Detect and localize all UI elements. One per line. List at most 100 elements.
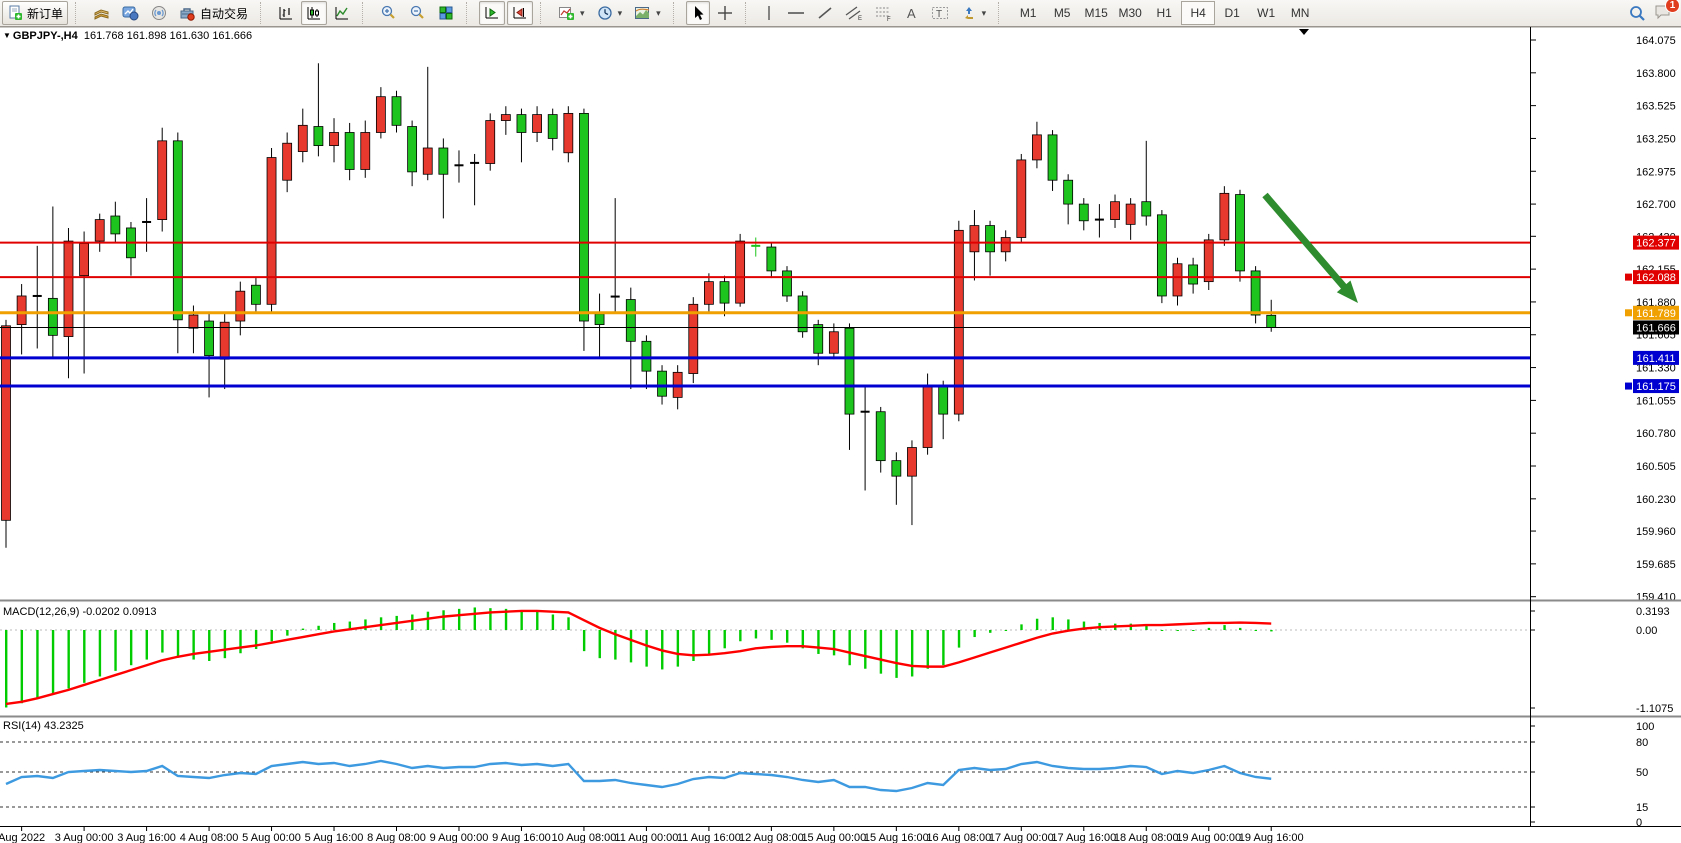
candlestick-chart-icon [307, 7, 321, 20]
rsi-axis-label: 0 [1636, 817, 1642, 829]
zoom-in-button[interactable] [375, 1, 402, 25]
candle-body [875, 411, 886, 462]
price-axis-label: 159.960 [1636, 526, 1676, 538]
timeframe-m5[interactable]: M5 [1053, 6, 1071, 20]
auto-trading-button[interactable]: 自动交易 [174, 1, 253, 25]
templates-button[interactable]: ▾ [629, 1, 666, 25]
cursor-button[interactable] [685, 1, 710, 25]
time-axis-label: 9 Aug 16:00 [492, 832, 551, 843]
macd-bar [270, 630, 273, 642]
chat-button[interactable]: 1 [1654, 0, 1680, 23]
auto-scroll-icon [485, 7, 499, 19]
candle-body [94, 219, 105, 242]
candle-body [1172, 263, 1183, 297]
timeframe-w1[interactable]: W1 [1257, 6, 1276, 20]
svg-text:A: A [907, 6, 916, 21]
svg-text:F: F [887, 17, 891, 21]
dropdown-arrow-icon: ▾ [580, 7, 585, 18]
text-label-button[interactable]: T [926, 1, 954, 25]
price-axis-label: 163.250 [1636, 133, 1676, 145]
macd-bar [161, 630, 164, 653]
candle-body [1016, 159, 1027, 238]
candle-body [922, 386, 933, 448]
macd-bar [36, 630, 39, 699]
doji-candle [470, 161, 480, 164]
new-order-button[interactable]: 新订单 [2, 1, 69, 25]
timeframe-mn[interactable]: MN [1290, 6, 1310, 20]
vertical-line-button[interactable] [758, 1, 780, 25]
macd-bar [973, 630, 976, 638]
text-label-icon: T [931, 7, 948, 20]
timeframe-h4[interactable]: H4 [1181, 1, 1216, 25]
toolbar: 新订单 自动交易 ▾ ▾ ▾ E F A T ▾ [0, 0, 1681, 27]
macd-bar [348, 621, 352, 630]
market-watch-button[interactable] [88, 1, 115, 25]
fibonacci-button[interactable]: F [870, 1, 898, 25]
zoom-out-button[interactable] [404, 1, 431, 25]
signal-button[interactable] [146, 1, 172, 25]
timeframe-m30[interactable]: M30 [1118, 6, 1142, 20]
macd-bar [20, 630, 24, 704]
doji-candle [32, 294, 42, 297]
macd-bar [1020, 624, 1023, 630]
tile-windows-button[interactable] [433, 1, 459, 25]
candle-body [625, 299, 636, 342]
arrows-button[interactable]: ▾ [956, 1, 992, 25]
macd-bar [1223, 625, 1226, 630]
search-icon[interactable] [1629, 5, 1646, 22]
candle-body [563, 112, 574, 154]
time-axis-label: 12 Aug 08:00 [739, 832, 804, 843]
charts-button[interactable] [117, 1, 144, 25]
macd-axis-label: -1.1075 [1636, 703, 1673, 715]
candle-body [719, 281, 730, 304]
line-handle-marker[interactable] [1625, 382, 1632, 390]
candle-body [63, 240, 74, 337]
text-icon: A [907, 6, 916, 21]
rsi-axis-label: 100 [1636, 721, 1654, 733]
macd-bar [192, 630, 195, 660]
bar-chart-button[interactable] [273, 1, 299, 25]
macd-bar [942, 630, 945, 666]
toolbar-separator [466, 2, 474, 24]
auto-trading-label: 自动交易 [200, 6, 249, 21]
zoom-in-icon [381, 5, 395, 19]
macd-bar [598, 630, 601, 659]
auto-scroll-button[interactable] [479, 1, 506, 25]
doji-candle [142, 220, 152, 223]
toolbar-separator [362, 2, 370, 24]
auto-trading-icon [180, 8, 195, 21]
macd-bar [551, 614, 555, 630]
candle-body [704, 281, 714, 305]
timeframe-m15[interactable]: M15 [1084, 6, 1108, 20]
crosshair-button[interactable] [712, 1, 738, 25]
chart-shift-button[interactable] [507, 1, 534, 25]
chart-shift-icon [513, 7, 527, 19]
macd-bar [957, 630, 961, 648]
down-arrow-annotation[interactable] [1262, 192, 1358, 303]
line-chart-button[interactable] [329, 1, 355, 25]
indicators-button[interactable]: ▾ [553, 1, 590, 25]
macd-bar [51, 630, 55, 694]
clock-icon [597, 6, 612, 20]
horizontal-line-button[interactable] [782, 1, 810, 25]
timeframe-d1[interactable]: D1 [1224, 6, 1240, 20]
line-handle-marker[interactable] [1625, 309, 1632, 317]
equidistant-channel-button[interactable]: E [840, 1, 868, 25]
timeframe-m1[interactable]: M1 [1019, 6, 1037, 20]
time-axis-label: 10 Aug 08:00 [552, 832, 617, 843]
line-chart-icon [335, 7, 349, 20]
toolbar-separator [672, 2, 681, 24]
timeframes-menu-button[interactable]: ▾ [592, 1, 628, 25]
macd-bar [723, 630, 726, 649]
timeframe-h1[interactable]: H1 [1156, 6, 1172, 20]
macd-bar [801, 630, 805, 649]
candle-body [360, 132, 371, 170]
line-handle-marker[interactable] [1625, 273, 1632, 281]
price-axis-label: 160.230 [1636, 494, 1676, 506]
text-button[interactable]: A [900, 1, 924, 25]
candlestick-chart-button[interactable] [301, 1, 328, 25]
candle-body [1235, 194, 1245, 272]
trendline-button[interactable] [812, 1, 838, 25]
